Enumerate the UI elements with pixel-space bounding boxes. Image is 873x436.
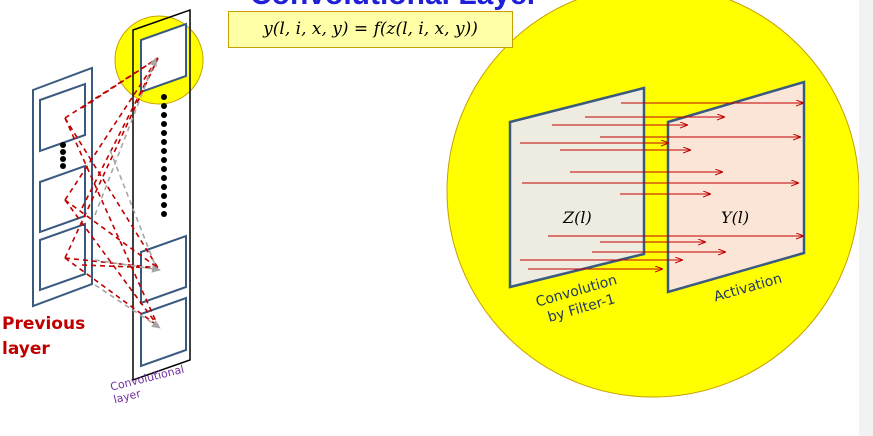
formula-box: y(l, i, x, y) = f(z(l, i, x, y)) <box>228 11 513 48</box>
title-fragment: Convolutional Layer <box>0 0 873 10</box>
y-map-label: Y(l) <box>721 208 750 227</box>
z-map-label: Z(l) <box>563 208 592 227</box>
previous-layer-label-line2: layer <box>2 339 50 359</box>
right-edge-strip <box>859 0 873 436</box>
title-text: Convolutional Layer <box>250 0 538 10</box>
convolutional-layer-strip <box>132 8 191 382</box>
activation-arrows <box>520 103 803 269</box>
previous-layer-label: Previous layer <box>2 312 85 362</box>
connection-lines <box>64 57 161 329</box>
z-map <box>508 86 646 289</box>
previous-layer-strip <box>32 66 93 308</box>
previous-layer-label-line1: Previous <box>2 314 86 334</box>
